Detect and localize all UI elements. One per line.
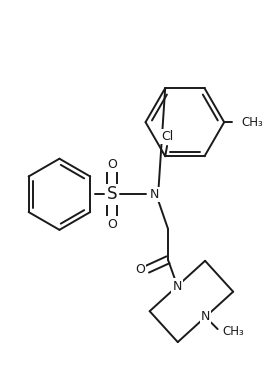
- Text: Cl: Cl: [161, 130, 173, 143]
- Text: O: O: [135, 263, 145, 276]
- Text: CH₃: CH₃: [222, 326, 244, 338]
- Text: S: S: [107, 185, 117, 203]
- Text: N: N: [201, 310, 210, 323]
- Text: O: O: [107, 218, 117, 231]
- Text: CH₃: CH₃: [241, 116, 263, 129]
- Text: N: N: [149, 188, 159, 201]
- Text: N: N: [173, 280, 182, 292]
- Text: O: O: [107, 158, 117, 171]
